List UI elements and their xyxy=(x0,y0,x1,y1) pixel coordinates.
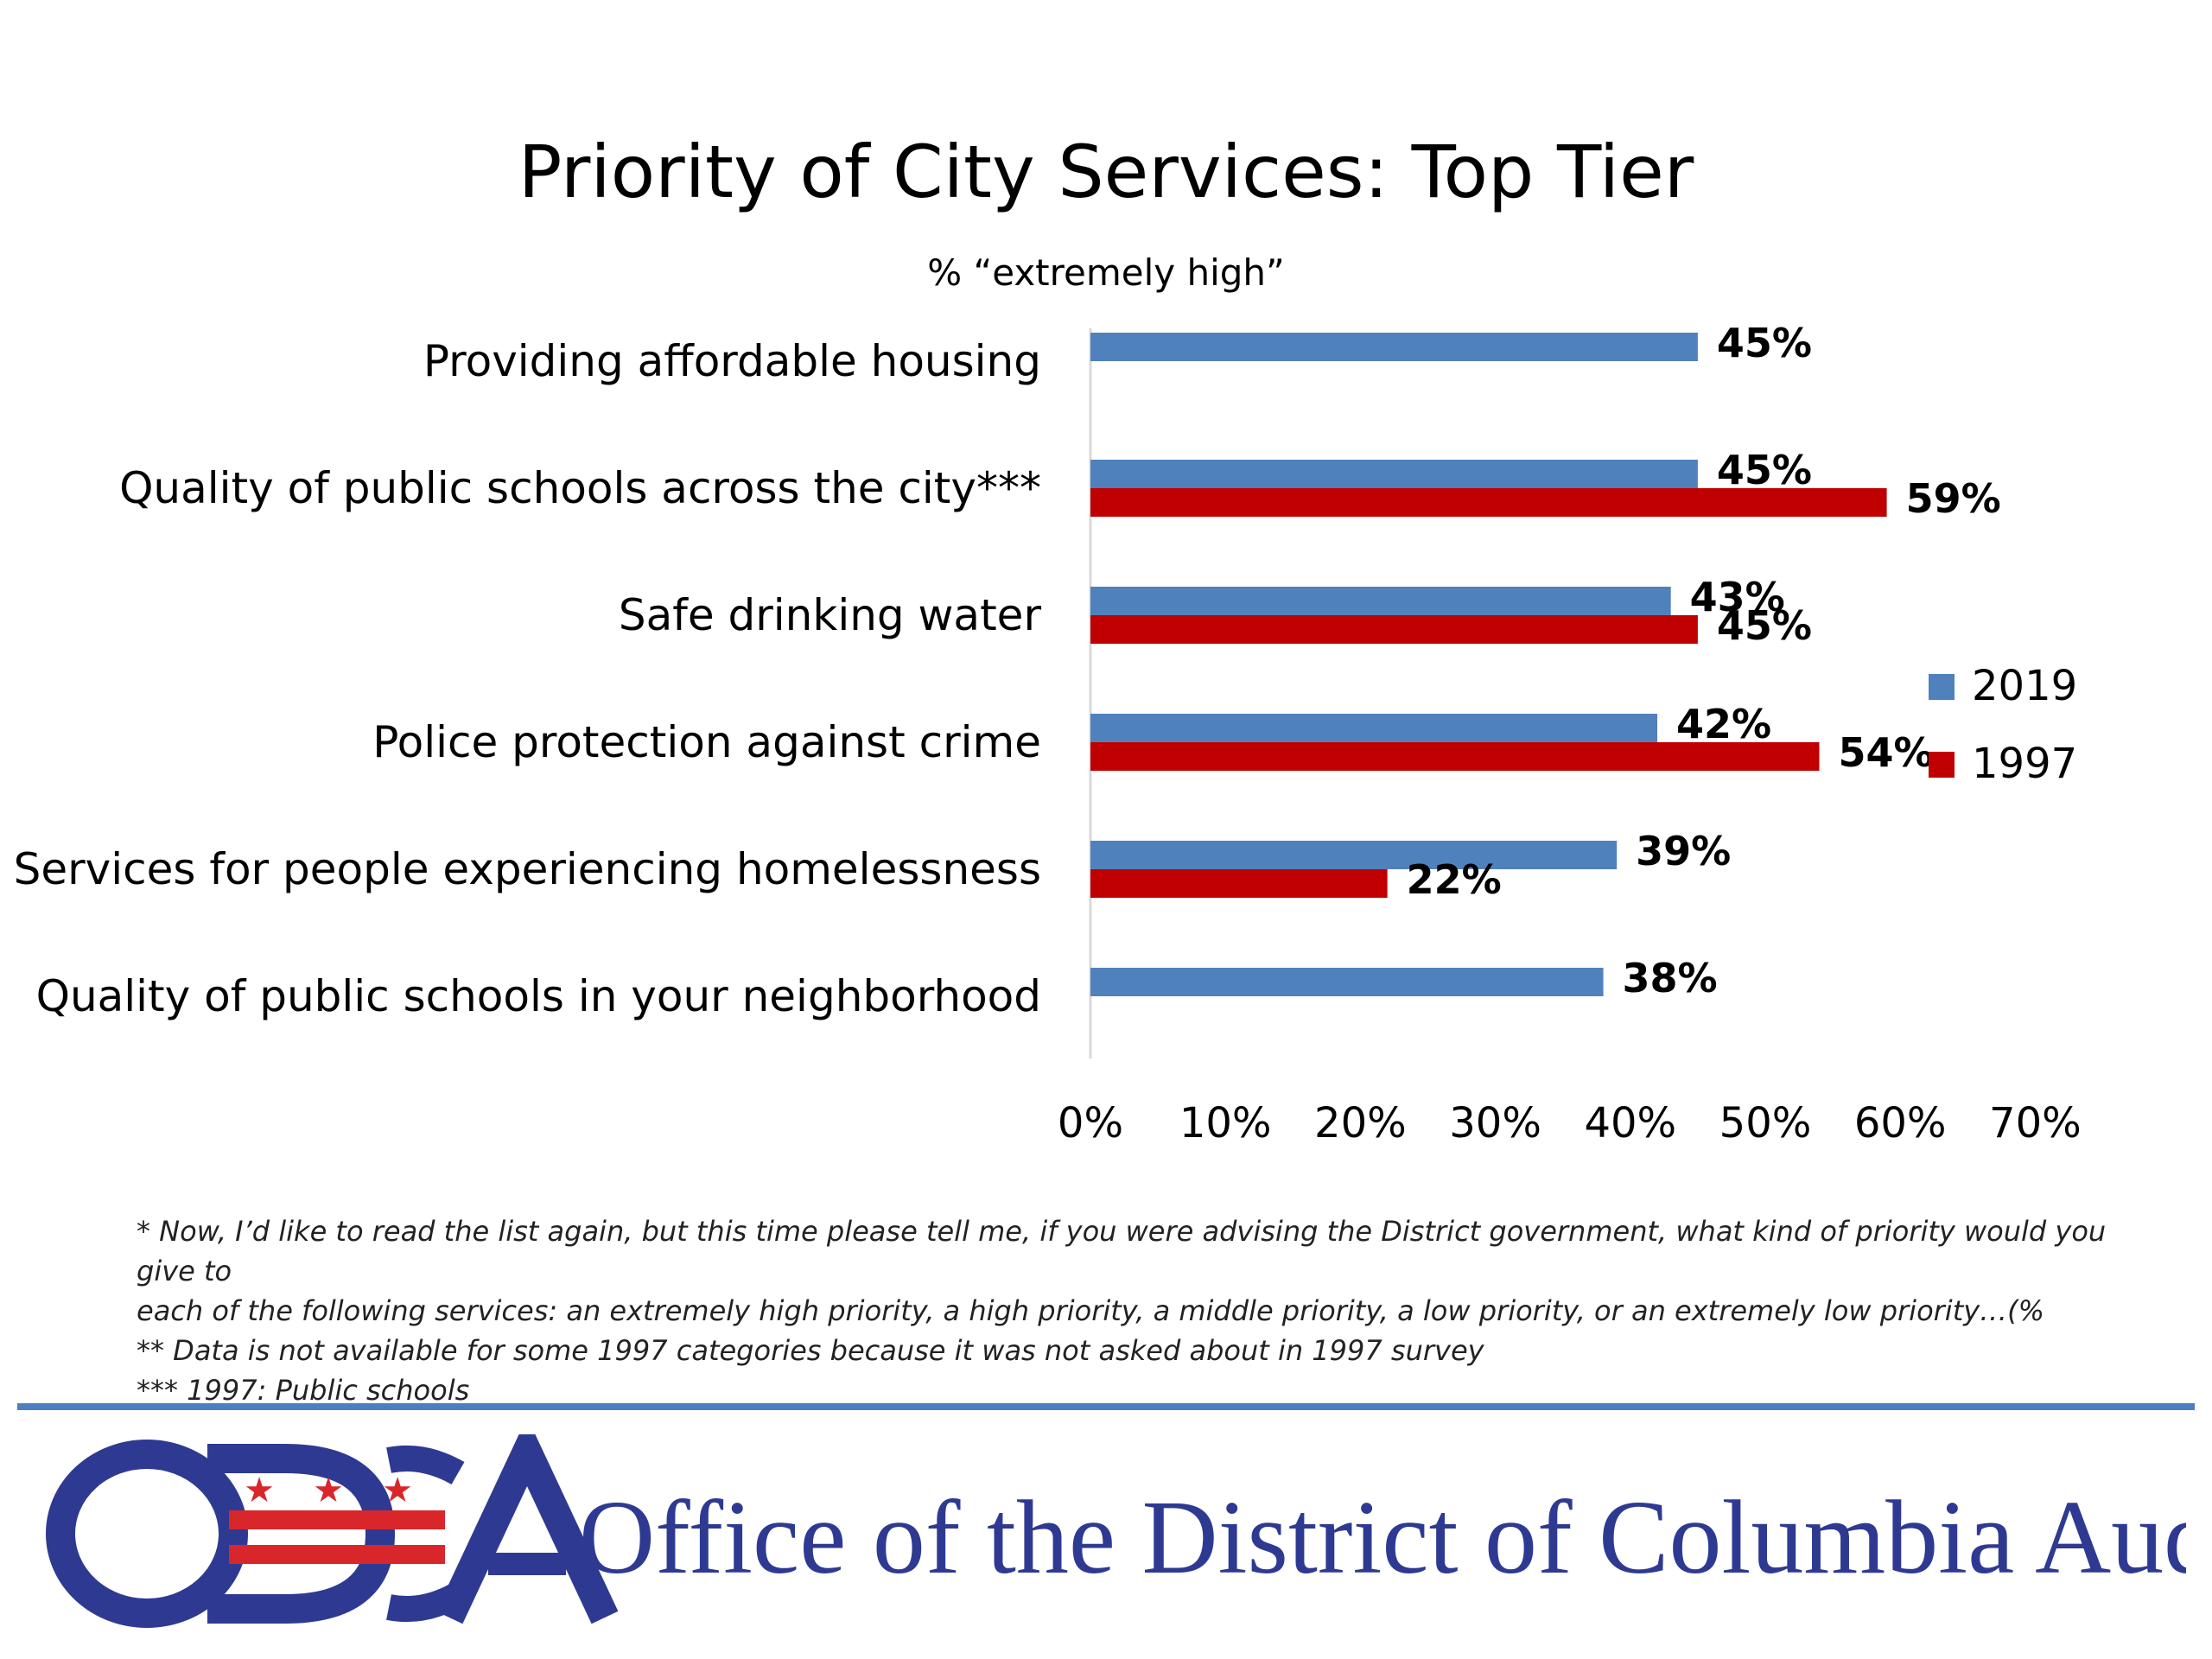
legend-label-2019: 2019 xyxy=(1972,662,2077,710)
x-tick-label: 60% xyxy=(1854,1099,1947,1147)
bar-2019 xyxy=(1090,460,1698,488)
data-label-2019: 45% xyxy=(1717,447,1812,493)
footnote-line: ** Data is not available for some 1997 c… xyxy=(137,1334,1484,1367)
category-label: Quality of public schools in your neighb… xyxy=(36,971,1041,1021)
footnote-line: each of the following services: an extre… xyxy=(137,1294,2045,1327)
category-label: Services for people experiencing homeles… xyxy=(14,844,1041,894)
bar-1997 xyxy=(1090,615,1698,644)
x-tick-label: 50% xyxy=(1719,1099,1812,1147)
footnote-line: * Now, I’d like to read the list again, … xyxy=(137,1215,2107,1287)
x-tick-label: 20% xyxy=(1314,1099,1407,1147)
chart: Priority of City Services: Top Tier % “e… xyxy=(14,130,2082,1147)
bar-2019 xyxy=(1090,714,1658,742)
bar-2019 xyxy=(1090,587,1671,615)
bar-1997 xyxy=(1090,488,1887,517)
legend: 2019 1997 xyxy=(1929,662,2077,788)
x-tick-label: 10% xyxy=(1179,1099,1272,1147)
legend-swatch-2019 xyxy=(1929,674,1955,700)
data-label-1997: 59% xyxy=(1906,475,2001,522)
svg-text:★: ★ xyxy=(382,1471,413,1510)
x-axis-tick-labels: 0% 10% 20% 30% 40% 50% 60% 70% xyxy=(1058,1099,2082,1147)
data-label-2019: 38% xyxy=(1623,955,1718,1001)
data-label-2019: 42% xyxy=(1676,701,1771,747)
odca-logo: ★ ★ ★ Office of the District of Columbia… xyxy=(43,1416,2212,1633)
data-label-1997: 45% xyxy=(1717,602,1812,649)
data-label-1997: 22% xyxy=(1407,856,1502,903)
svg-text:★: ★ xyxy=(313,1471,344,1510)
bar-1997 xyxy=(1090,742,1820,771)
office-name: Office of the District of Columbia Audit… xyxy=(579,1479,2186,1596)
bar-2019 xyxy=(1090,968,1604,996)
odca-logo-mark: ★ ★ ★ xyxy=(46,1416,619,1628)
footnote-line: *** 1997: Public schools xyxy=(137,1374,470,1407)
bars-group xyxy=(1090,333,1887,996)
data-label-2019: 39% xyxy=(1636,828,1731,874)
legend-swatch-1997 xyxy=(1929,752,1955,778)
x-tick-label: 70% xyxy=(1989,1099,2082,1147)
category-label: Police protection against crime xyxy=(372,717,1041,767)
footnotes: * Now, I’d like to read the list again, … xyxy=(137,1211,2124,1410)
x-tick-label: 0% xyxy=(1058,1099,1123,1147)
category-labels: Providing affordable housing Quality of p… xyxy=(14,336,1042,1021)
footer-divider xyxy=(17,1403,2195,1410)
bar-2019 xyxy=(1090,841,1618,869)
svg-text:★: ★ xyxy=(244,1471,275,1510)
x-tick-label: 30% xyxy=(1449,1099,1541,1147)
category-label: Safe drinking water xyxy=(619,590,1042,640)
chart-title: Priority of City Services: Top Tier xyxy=(518,130,1694,214)
category-label: Providing affordable housing xyxy=(423,336,1041,386)
chart-subtitle: % “extremely high” xyxy=(927,251,1285,294)
data-label-2019: 45% xyxy=(1717,320,1812,366)
category-label: Quality of public schools across the cit… xyxy=(119,463,1041,513)
data-label-1997: 54% xyxy=(1838,729,1933,776)
bar-1997 xyxy=(1090,869,1388,898)
x-tick-label: 40% xyxy=(1584,1099,1676,1147)
data-labels: 45%45%59%43%45%42%54%39%22%38% xyxy=(1407,320,2001,1001)
legend-label-1997: 1997 xyxy=(1972,740,2077,788)
data-label-2019: 43% xyxy=(1690,574,1785,620)
bar-2019 xyxy=(1090,333,1698,361)
